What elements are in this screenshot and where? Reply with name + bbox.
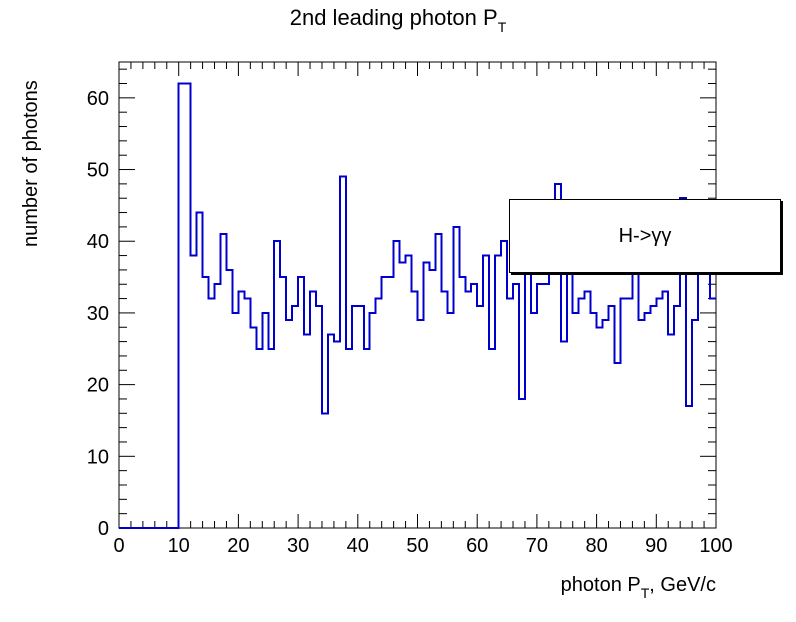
x-tick-label: 100 [699, 535, 732, 557]
x-tick-label: 40 [347, 535, 369, 557]
x-tick-label: 60 [466, 535, 488, 557]
x-tick-label: 30 [287, 535, 309, 557]
x-tick-label: 20 [227, 535, 249, 557]
legend-entry: H->γγ [618, 224, 672, 247]
y-axis-label: number of photons [20, 80, 42, 247]
x-tick-label: 0 [113, 535, 124, 557]
y-tick-label: 50 [87, 160, 109, 182]
x-tick-label: 50 [406, 535, 428, 557]
histogram-series [119, 82, 716, 529]
x-axis-label: photon PT, GeV/c [560, 574, 716, 601]
x-tick-label: 90 [645, 535, 667, 557]
y-tick-label: 40 [87, 231, 109, 253]
y-tick-label: 20 [87, 375, 109, 397]
x-tick-label: 70 [526, 535, 548, 557]
x-tick-label: 10 [168, 535, 190, 557]
y-tick-label: 10 [87, 446, 109, 468]
y-tick-label: 60 [87, 88, 109, 110]
x-tick-label: 80 [585, 535, 607, 557]
y-tick-label: 30 [87, 303, 109, 325]
y-tick-label: 0 [98, 518, 109, 540]
chart-title: 2nd leading photon PT [289, 5, 507, 35]
legend-box: H->γγ [509, 199, 781, 273]
